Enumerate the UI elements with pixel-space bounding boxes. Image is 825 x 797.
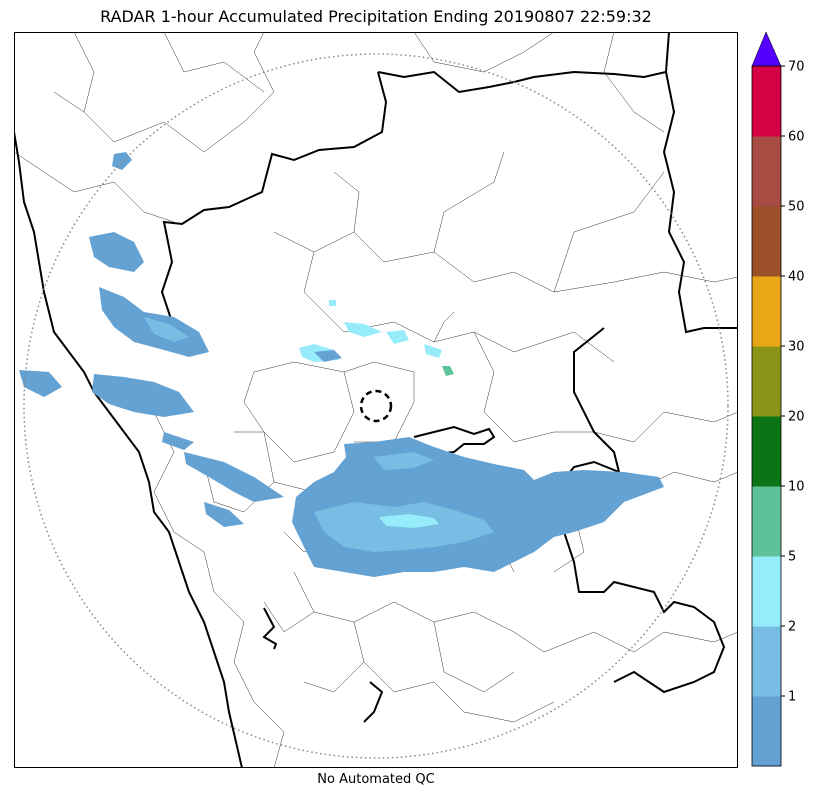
colorbar-extend-arrow [751, 31, 782, 67]
echo-light-coast [19, 370, 62, 397]
colorbar-tick-label: 2 [788, 620, 796, 635]
colorbar-segment [752, 206, 781, 277]
echo-light-streak-3 [204, 502, 244, 527]
radar-map [14, 32, 738, 768]
echo-moderate-west-band [144, 317, 189, 342]
chart-title: RADAR 1-hour Accumulated Precipitation E… [100, 7, 652, 26]
colorbar-segment [752, 346, 781, 417]
colorbar-tick-label: 50 [788, 200, 805, 215]
radar-range-ring [23, 53, 729, 759]
state-boundaries [160, 32, 738, 723]
echo-light-streak-2 [184, 452, 284, 502]
colorbar-tick-label: 70 [788, 60, 805, 75]
colorbar-tick-label: 20 [788, 410, 805, 425]
colorbar-segment [752, 626, 781, 697]
colorbar-tick-label: 1 [788, 690, 796, 705]
colorbar-tick-label: 40 [788, 270, 805, 285]
echo-light-nw [89, 232, 144, 272]
echo-green-north [442, 366, 454, 376]
echo-heavy-north-2 [344, 322, 382, 337]
echo-light-north-1 [314, 350, 342, 362]
echo-heavy-north-3 [386, 330, 409, 344]
colorbar-segment [752, 696, 781, 767]
colorbar-segment [752, 416, 781, 487]
colorbar-tick-label: 30 [788, 340, 805, 355]
echo-heavy-north-5 [329, 300, 336, 306]
echo-light-coast-2 [92, 374, 194, 417]
colorbar-segment [752, 66, 781, 137]
qc-caption: No Automated QC [317, 772, 435, 787]
coastline [14, 131, 243, 768]
colorbar-segment [752, 556, 781, 627]
colorbar-segment [752, 136, 781, 207]
colorbar-tick-label: 10 [788, 480, 805, 495]
colorbar-segment [752, 276, 781, 347]
colorbar-segment [752, 486, 781, 557]
precipitation-echoes [19, 152, 664, 577]
echo-heavy-north-4 [424, 344, 442, 358]
echo-light-streak-1 [162, 432, 194, 450]
radar-site-marker [359, 389, 393, 423]
colorbar-tick-label: 5 [788, 550, 796, 565]
colorbar: 1 2 5 10 20 30 40 50 60 70 [751, 31, 805, 767]
colorbar-tick-label: 60 [788, 130, 805, 145]
echo-moderate-central [374, 452, 434, 470]
echo-heavy-central [379, 514, 439, 528]
